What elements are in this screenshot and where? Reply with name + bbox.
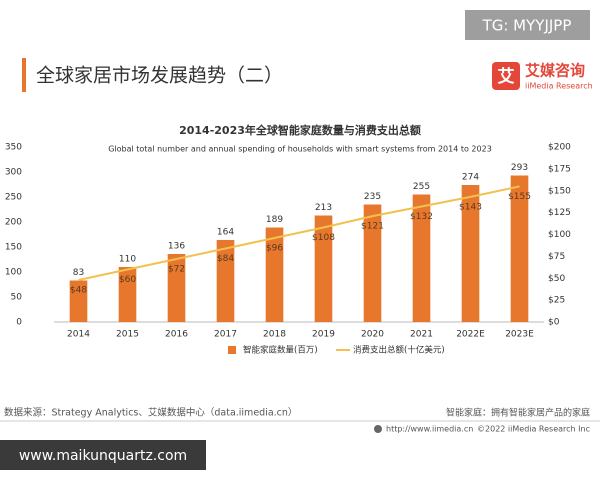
bar-value-label: 83 [73, 268, 84, 278]
site-watermark-box [0, 440, 206, 470]
page-title: 全球家居市场发展趋势（二） [36, 65, 283, 87]
y-tick-label: 250 [5, 193, 22, 203]
bar [314, 215, 333, 322]
y-tick-label: 150 [5, 243, 22, 253]
line-value-label: $108 [312, 233, 335, 243]
bar [265, 227, 284, 322]
globe-icon [374, 425, 382, 433]
legend-label: 智能家庭数量(百万) [243, 345, 318, 356]
y2-tick-label: $125 [548, 208, 571, 218]
logo-icon [492, 62, 520, 90]
bar [216, 240, 235, 322]
bar-value-label: 189 [266, 215, 283, 225]
y-tick-label: 100 [5, 268, 22, 278]
line-value-label: $132 [410, 212, 433, 222]
source: 数据来源：Strategy Analytics、艾媒数据中心（data.iime… [4, 407, 297, 419]
y-tick-label: 50 [11, 293, 23, 303]
x-tick-label: 2020 [361, 330, 384, 340]
line-value-label: $60 [119, 275, 136, 285]
legend-swatch [228, 346, 236, 354]
y2-tick-label: $200 [548, 143, 571, 153]
bar-value-label: 136 [168, 242, 185, 252]
bar-value-label: 235 [364, 192, 381, 202]
y-tick-label: 350 [5, 143, 22, 153]
note: 智能家庭：拥有智能家居产品的家庭 [446, 407, 590, 419]
logo-icon-text: 艾 [498, 66, 515, 87]
line [78, 185, 520, 281]
footer-url: http://www.iimedia.cn [386, 425, 473, 434]
y2-tick-label: $100 [548, 230, 571, 240]
line-value-label: $155 [508, 192, 531, 202]
bar-value-label: 213 [315, 203, 332, 213]
line-value-label: $48 [70, 286, 87, 296]
logo-sub: iiMedia Research [525, 82, 593, 91]
chart-subtitle: Global total number and annual spending … [108, 145, 492, 154]
x-tick-label: 2019 [312, 330, 335, 340]
line-value-label: $121 [361, 222, 384, 232]
bar [363, 204, 382, 322]
bar-value-label: 255 [413, 182, 430, 192]
line-value-label: $72 [168, 265, 185, 275]
y2-tick-label: $150 [548, 186, 571, 196]
x-tick-label: 2015 [116, 330, 139, 340]
x-tick-label: 2021 [410, 330, 433, 340]
y2-tick-label: $50 [548, 274, 565, 284]
chart-title: 2014-2023年全球智能家庭数量与消费支出总额 [179, 123, 421, 137]
line-value-label: $96 [266, 244, 283, 254]
bar [167, 254, 186, 322]
y2-tick-label: $0 [548, 318, 560, 328]
bar [69, 280, 88, 322]
bar [412, 194, 431, 322]
bar [461, 185, 480, 322]
y2-tick-label: $75 [548, 252, 565, 262]
line-value-label: $84 [217, 254, 234, 264]
x-tick-label: 2018 [263, 330, 286, 340]
x-tick-label: 2022E [456, 330, 485, 340]
copyright: ©2022 iiMedia Research Inc [477, 425, 590, 434]
legend-label: 消费支出总额(十亿美元) [353, 345, 445, 356]
y2-tick-label: $25 [548, 296, 565, 306]
bar [118, 267, 137, 322]
x-tick-label: 2017 [214, 330, 237, 340]
bar-value-label: 293 [511, 163, 528, 173]
title-accent [22, 58, 26, 92]
bar-value-label: 164 [217, 228, 234, 238]
watermark: TG: MYYJJPP [482, 17, 572, 35]
y-tick-label: 300 [5, 168, 22, 178]
y2-tick-label: $175 [548, 164, 571, 174]
logo-name: 艾媒咨询 [525, 62, 585, 80]
line-value-label: $143 [459, 202, 482, 212]
x-tick-label: 2016 [165, 330, 188, 340]
y-tick-label: 0 [16, 318, 22, 328]
bar-value-label: 110 [119, 255, 136, 265]
bar-value-label: 274 [462, 173, 479, 183]
bar [510, 175, 529, 322]
y-tick-label: 200 [5, 218, 22, 228]
site-watermark: www.maikunquartz.com [19, 448, 187, 464]
x-tick-label: 2014 [67, 330, 90, 340]
watermark-box [465, 10, 590, 40]
x-tick-label: 2023E [505, 330, 534, 340]
